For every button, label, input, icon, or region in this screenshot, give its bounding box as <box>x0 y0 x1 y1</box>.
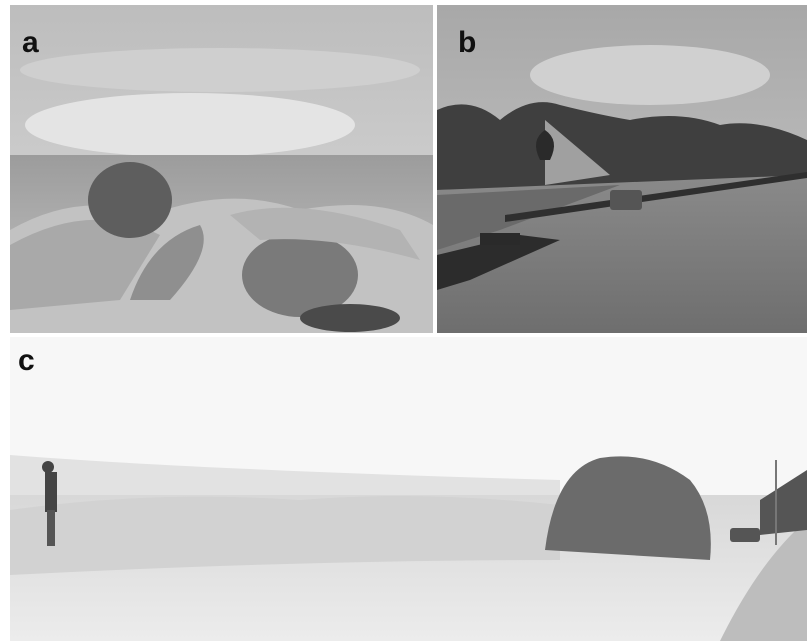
shrub <box>88 162 172 238</box>
panel-label: b <box>458 26 476 59</box>
person-head <box>42 461 54 473</box>
cloud <box>20 48 420 92</box>
shadow <box>300 304 400 332</box>
cloud <box>25 93 355 157</box>
page: a b c (() => { const data = JSON.parse(d… <box>0 0 807 641</box>
panel-label: a <box>22 26 39 59</box>
panel-c <box>10 337 807 641</box>
panel-label: c <box>18 344 35 377</box>
car <box>730 528 760 542</box>
cloud <box>530 45 770 105</box>
person-legs <box>47 510 55 546</box>
panel-a <box>10 5 433 333</box>
panel-b <box>437 5 807 333</box>
car <box>610 190 642 210</box>
person <box>45 472 57 512</box>
bench <box>480 233 520 245</box>
figure: a b c <box>0 0 807 641</box>
